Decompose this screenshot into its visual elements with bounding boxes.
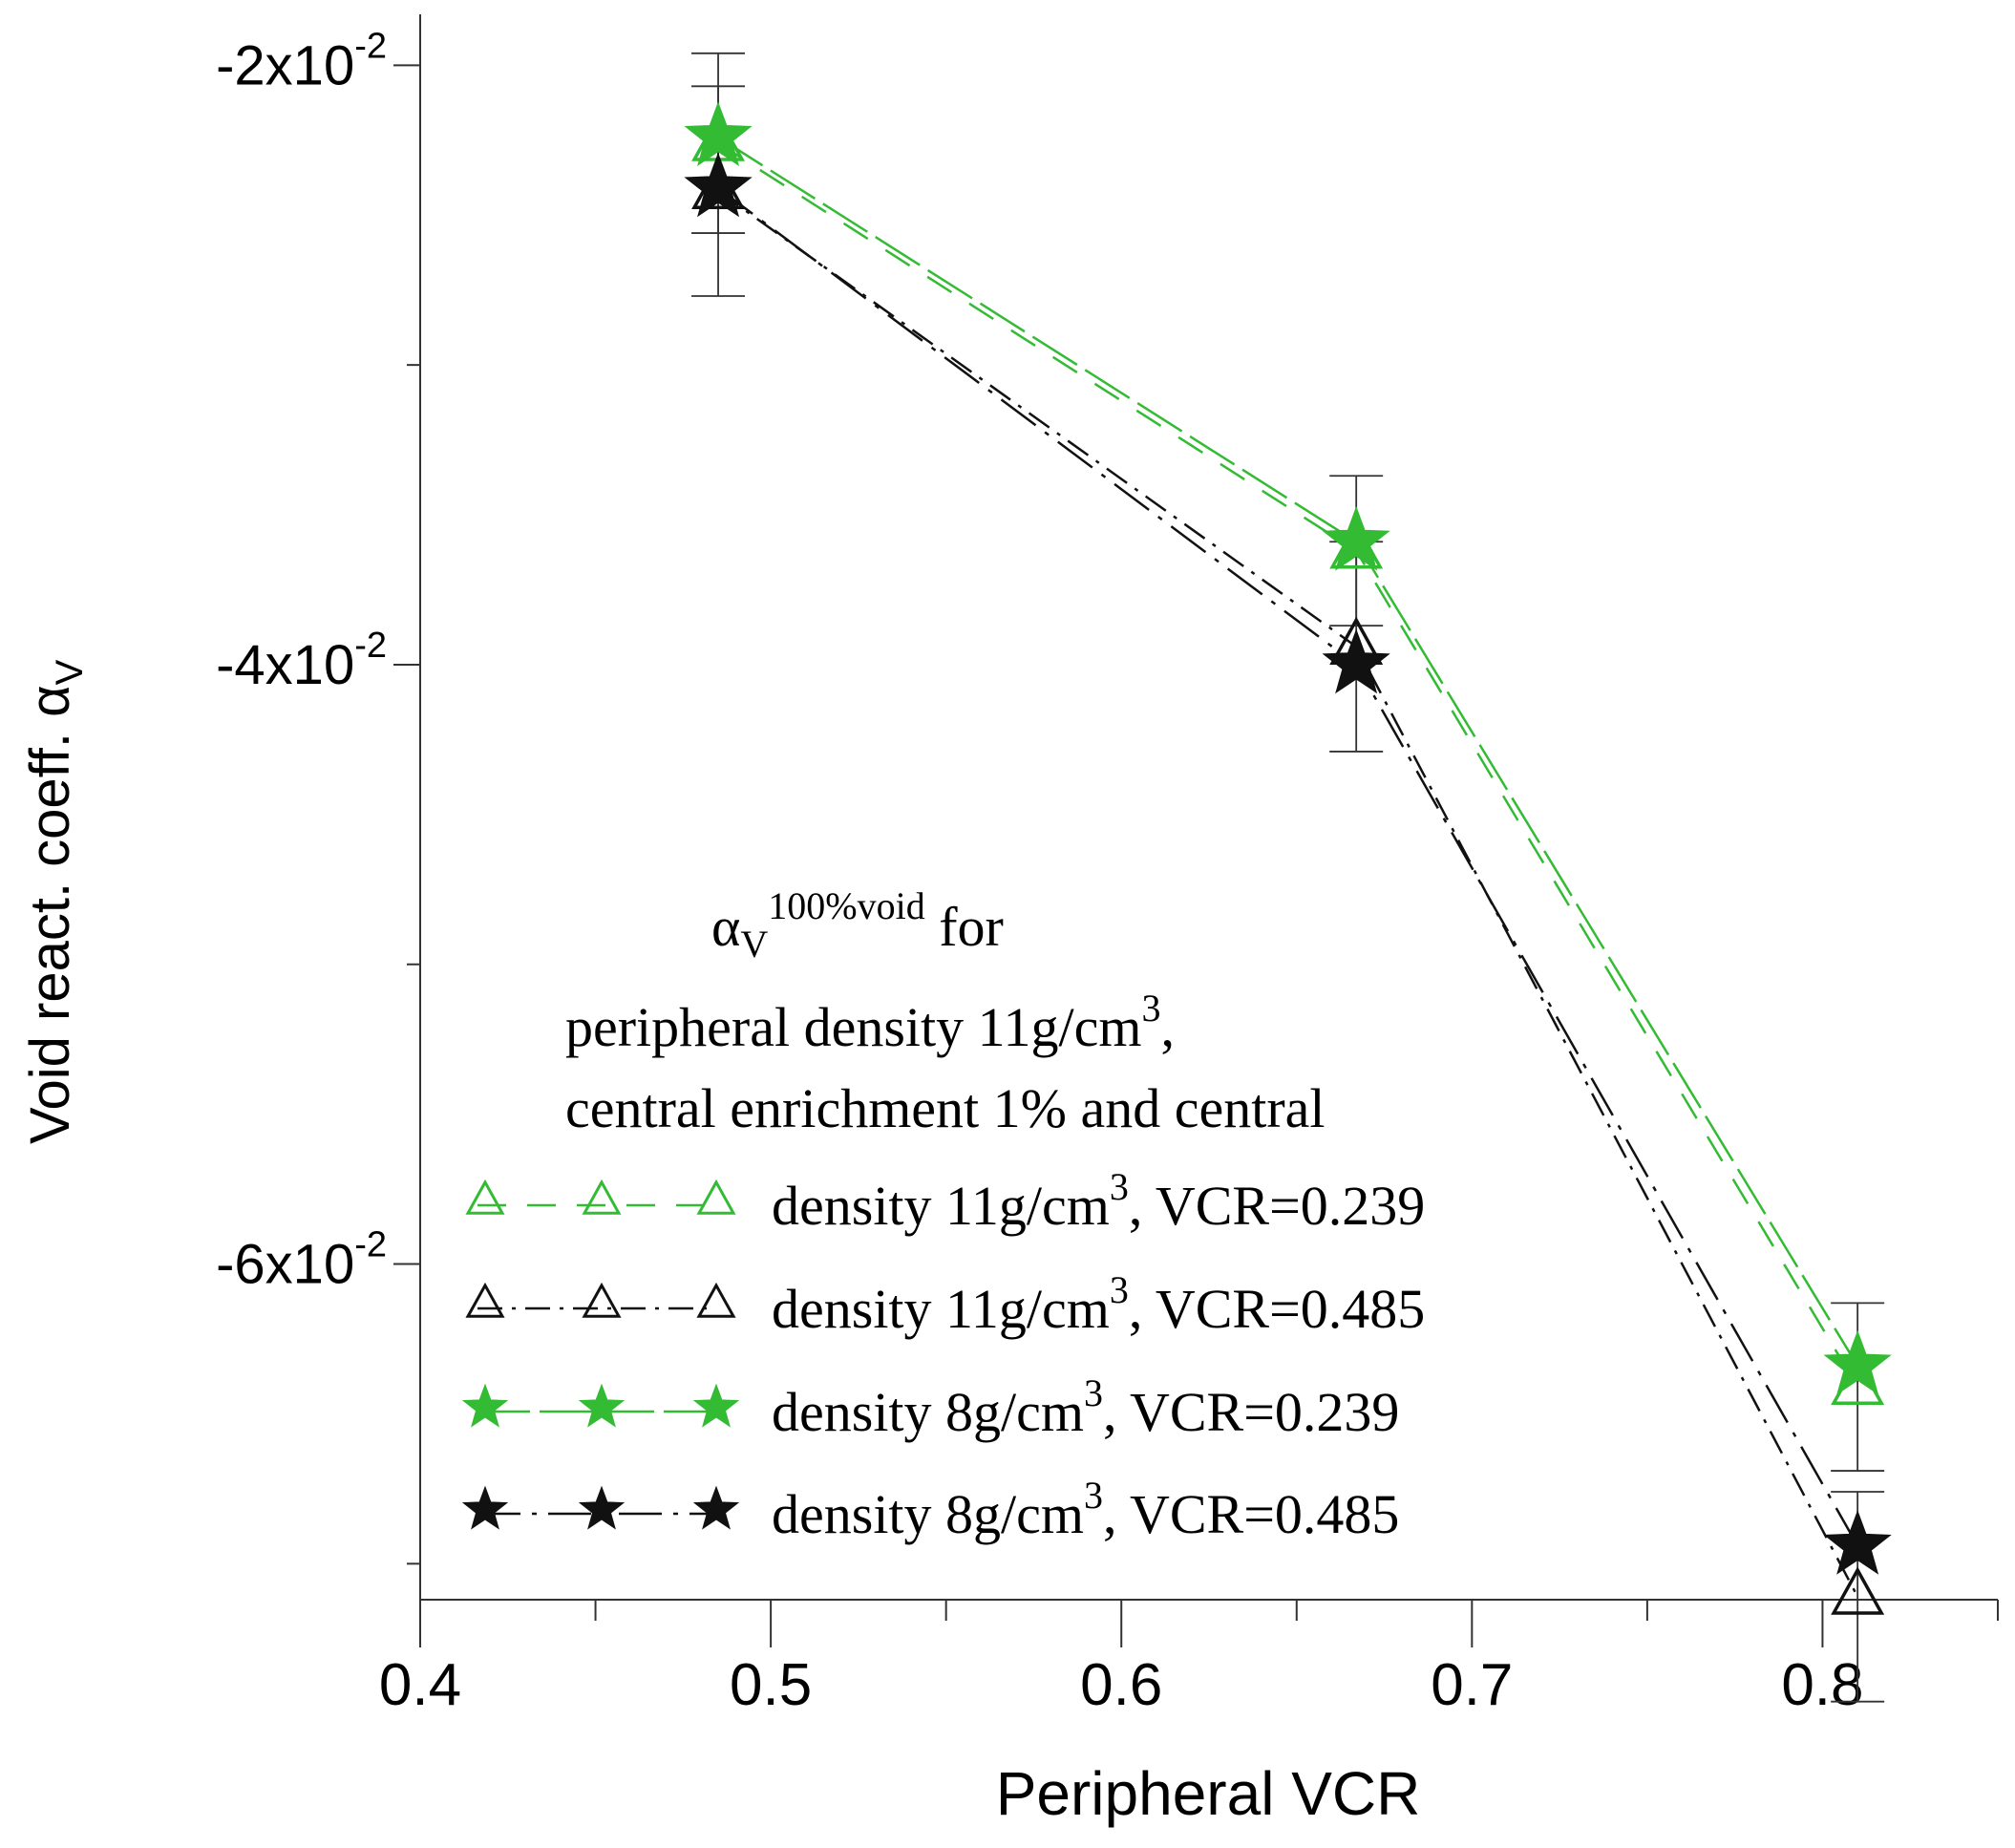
- star-marker: [684, 101, 753, 166]
- legend-line1-sup: 3: [1141, 987, 1160, 1030]
- y-axis-label-sub: V: [49, 659, 91, 685]
- legend-line1: peripheral density 11g/cm3,: [565, 987, 1175, 1058]
- star-marker: [1322, 505, 1390, 571]
- x-tick-label: 0.7: [1431, 1652, 1513, 1718]
- y-axis-label-main: Void react. coeff. α: [19, 685, 81, 1144]
- legend-label-rest: , VCR=0.485: [1129, 1278, 1425, 1340]
- legend-line2: central enrichment 1% and central: [565, 1077, 1326, 1139]
- y-tick-exponent: -2: [354, 26, 387, 66]
- legend-label: density 8g/cm3, VCR=0.239: [772, 1371, 1399, 1443]
- series-markers: [684, 101, 1892, 1615]
- legend: αV100%void for peripheral density 11g/cm…: [461, 884, 1425, 1545]
- error-bars: [691, 52, 1885, 1703]
- legend-label-rest: , VCR=0.239: [1129, 1175, 1425, 1237]
- y-tick-exponent: -2: [354, 626, 387, 666]
- legend-star-marker: [692, 1485, 740, 1530]
- legend-triangle-marker: [582, 1179, 622, 1215]
- star-marker: [684, 152, 753, 218]
- legend-label-sup: 3: [1110, 1268, 1129, 1311]
- triangle-marker: [1831, 1566, 1885, 1615]
- legend-label: density 8g/cm3, VCR=0.485: [772, 1474, 1399, 1545]
- legend-label-sup: 3: [1084, 1371, 1103, 1414]
- y-tick-base: -4x10: [216, 634, 354, 696]
- legend-label: density 11g/cm3, VCR=0.485: [772, 1268, 1425, 1340]
- legend-triangle-marker: [465, 1282, 505, 1318]
- legend-title: αV100%void for: [711, 884, 1004, 966]
- series-lines: [717, 136, 1859, 1598]
- legend-line1-end: ,: [1160, 996, 1175, 1058]
- legend-triangle-marker: [696, 1282, 736, 1318]
- legend-star-marker: [461, 1383, 509, 1428]
- series-line-3: [717, 186, 1859, 1547]
- x-axis-label: Peripheral VCR: [996, 1759, 1421, 1828]
- legend-label-text: density 8g/cm: [772, 1483, 1084, 1545]
- y-axis-label: Void react. coeff. αV: [19, 659, 91, 1144]
- legend-label-text: density 11g/cm: [772, 1175, 1110, 1237]
- legend-label-text: density 11g/cm: [772, 1278, 1110, 1340]
- y-tick-base: -6x10: [216, 1234, 354, 1296]
- legend-label-sup: 3: [1110, 1165, 1129, 1208]
- legend-title-rest: for: [925, 896, 1004, 958]
- y-tick-exponent: -2: [354, 1225, 387, 1265]
- star-marker: [1823, 1329, 1892, 1395]
- y-tick-label: -2x10-2: [216, 26, 387, 96]
- y-tick-label: -4x10-2: [216, 626, 387, 696]
- y-tick-base: -2x10: [216, 34, 354, 96]
- legend-title-sup: 100%void: [768, 884, 924, 927]
- legend-triangle-marker: [582, 1282, 622, 1318]
- legend-label-rest: , VCR=0.485: [1103, 1483, 1399, 1545]
- legend-star-marker: [461, 1485, 509, 1530]
- x-tick-label: 0.5: [730, 1652, 812, 1718]
- legend-label: density 11g/cm3, VCR=0.239: [772, 1165, 1425, 1237]
- legend-title-sub: V: [740, 923, 768, 966]
- y-tick-label: -6x10-2: [216, 1225, 387, 1296]
- legend-triangle-marker: [696, 1179, 736, 1215]
- star-marker: [1823, 1510, 1892, 1575]
- legend-label-rest: , VCR=0.239: [1103, 1381, 1399, 1443]
- legend-title-symbol: α: [711, 896, 740, 958]
- legend-label-text: density 8g/cm: [772, 1381, 1084, 1443]
- legend-star-marker: [692, 1383, 740, 1428]
- legend-label-sup: 3: [1084, 1474, 1103, 1517]
- legend-star-marker: [578, 1485, 626, 1530]
- x-tick-label: 0.8: [1781, 1652, 1863, 1718]
- axes: 0.4 0.5 0.6 0.7 0.8-2x10-2-4x10-2-6x10-2: [216, 14, 1999, 1718]
- legend-triangle-marker: [465, 1179, 505, 1215]
- star-marker: [1322, 628, 1390, 694]
- x-tick-label: 0.4: [379, 1652, 461, 1718]
- legend-star-marker: [578, 1383, 626, 1428]
- x-tick-label: 0.6: [1080, 1652, 1162, 1718]
